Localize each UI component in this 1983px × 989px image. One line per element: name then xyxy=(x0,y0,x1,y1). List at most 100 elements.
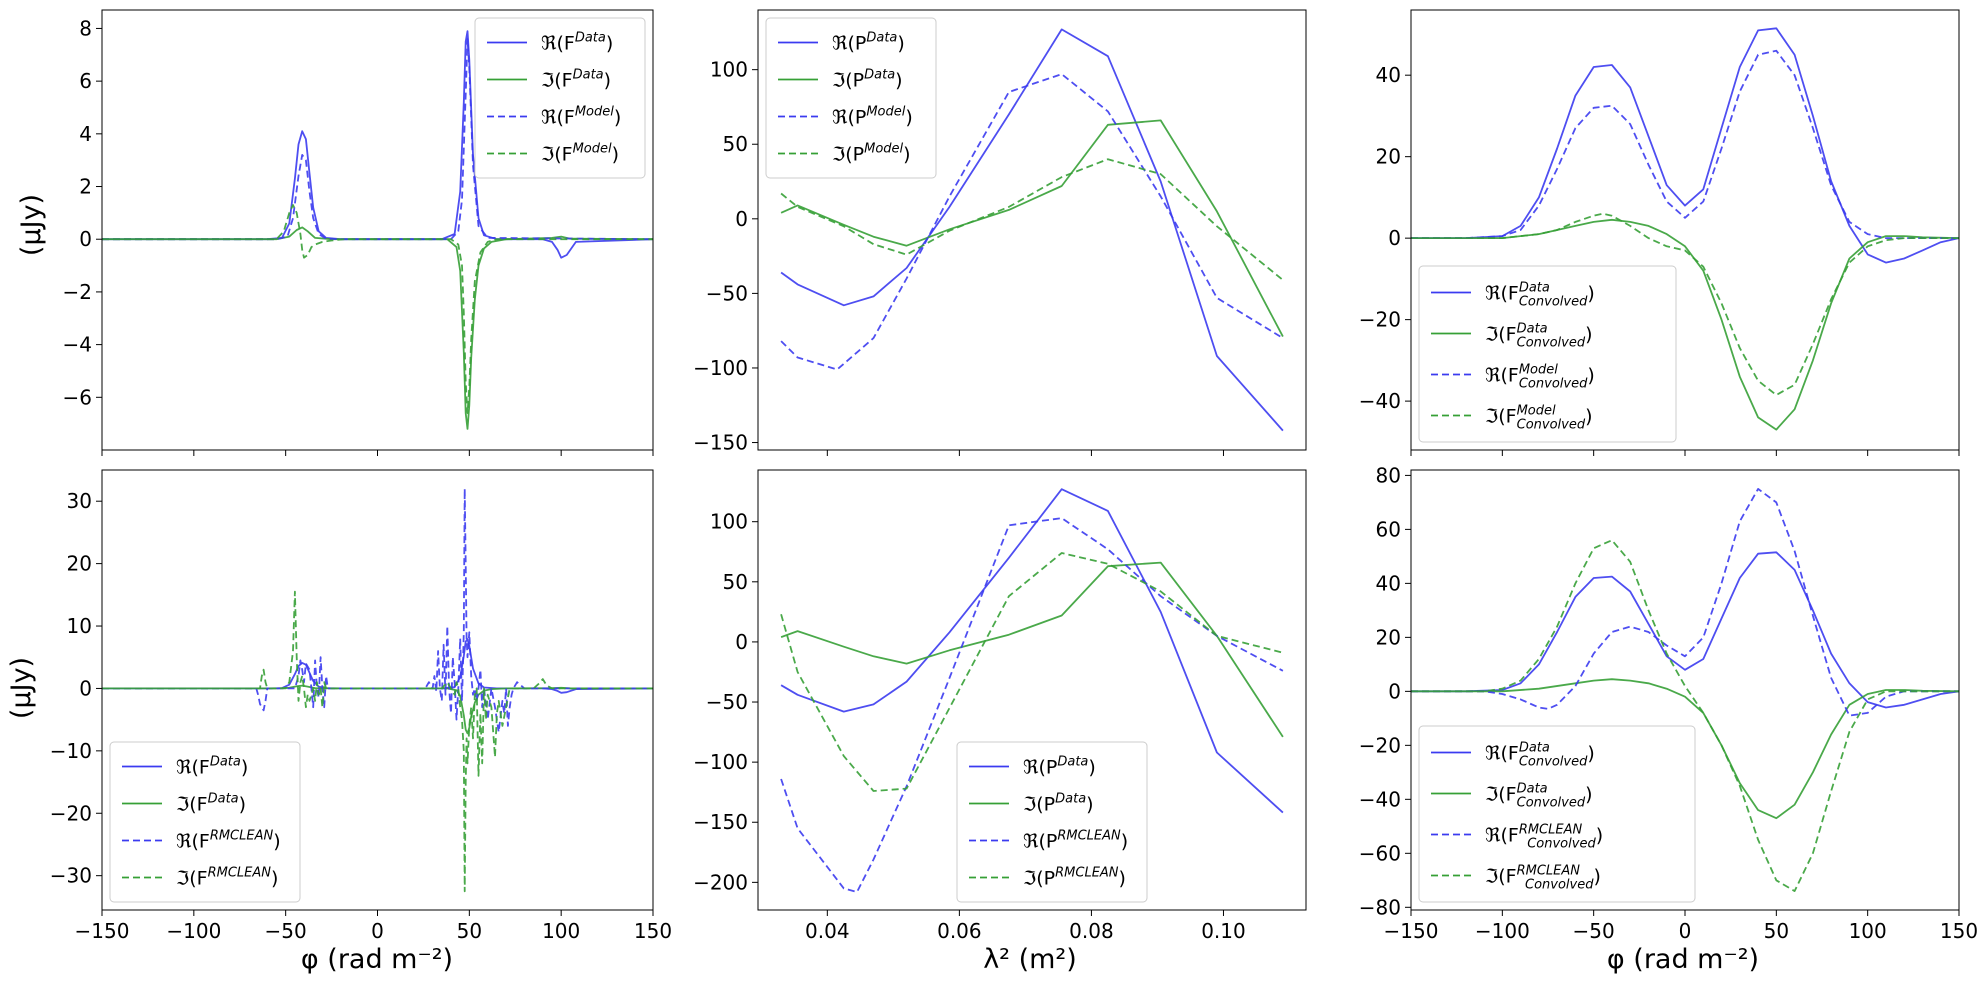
y-tick-label: −50 xyxy=(706,281,748,305)
legend-label: ℑ(FData Convolved) xyxy=(1485,782,1593,811)
series-line-0 xyxy=(1411,551,1959,709)
legend-label: ℜ(FData) xyxy=(176,755,248,779)
series-line-1 xyxy=(1411,678,1959,820)
legend-box xyxy=(1418,265,1677,443)
x-tick-label: 100 xyxy=(542,919,580,943)
y-tick-label: −20 xyxy=(1359,733,1401,757)
legend-box xyxy=(956,741,1148,903)
x-tick-label: 0 xyxy=(1679,919,1692,943)
series-line-2 xyxy=(102,38,653,241)
y-tick-label: −30 xyxy=(50,864,92,888)
x-tick-label: −50 xyxy=(265,919,307,943)
y-tick-label: −100 xyxy=(693,356,748,380)
x-tick-label: 0.10 xyxy=(1201,919,1246,943)
x-tick-label: 50 xyxy=(457,919,482,943)
y-tick-label: −40 xyxy=(1359,787,1401,811)
x-tick-label: 150 xyxy=(1940,919,1978,943)
x-tick-label: 150 xyxy=(634,919,672,943)
series-group xyxy=(102,30,653,430)
y-tick-label: −150 xyxy=(693,431,748,455)
legend-label: ℑ(FModel Convolved) xyxy=(1485,404,1593,433)
x-tick-label: 0.08 xyxy=(1069,919,1114,943)
y-tick-label: 60 xyxy=(1376,517,1401,541)
xlabel-middle: λ² (m²) xyxy=(983,944,1077,975)
legend: ℜ(FData Convolved) ℑ(FData Convolved) ℜ(FMod… xyxy=(1418,265,1677,443)
y-tick-label: 40 xyxy=(1376,571,1401,595)
y-tick-label: 80 xyxy=(1376,463,1401,487)
y-tick-label: −20 xyxy=(1359,308,1401,332)
y-tick-label: 10 xyxy=(67,614,92,638)
series-line-2 xyxy=(780,517,1284,893)
series-line-0 xyxy=(102,30,653,259)
y-tick-label: −10 xyxy=(50,739,92,763)
legend-label: ℑ(FData Convolved) xyxy=(1485,322,1593,351)
y-tick-label: 0 xyxy=(1388,226,1401,250)
series-line-3 xyxy=(1411,212,1959,396)
legend-label: ℜ(FModel) xyxy=(541,105,621,129)
legend-label: ℑ(PData) xyxy=(1023,792,1094,816)
legend-label: ℑ(FRMCLEAN) xyxy=(176,866,278,890)
x-tick-label: 100 xyxy=(1849,919,1887,943)
series-line-0 xyxy=(780,488,1284,814)
legend: ℜ(FData) ℑ(FData) ℜ(FRMCLEAN) ℑ(FRMCLEAN) xyxy=(109,741,301,903)
series-group xyxy=(1411,27,1959,431)
series-group xyxy=(780,488,1284,893)
legend: ℜ(PData) ℑ(PData) ℜ(PModel) ℑ(PModel) xyxy=(765,17,937,179)
y-tick-label: 100 xyxy=(710,510,748,534)
ylabel-bottom: (μJy) xyxy=(6,657,37,719)
y-tick-label: 0 xyxy=(735,207,748,231)
legend-label: ℑ(FData) xyxy=(541,68,611,92)
x-tick-label: −100 xyxy=(1475,919,1530,943)
series-line-3 xyxy=(780,552,1284,792)
legend-label: ℜ(PModel) xyxy=(832,105,913,129)
series-line-2 xyxy=(102,487,653,733)
legend-label: ℜ(PData) xyxy=(1023,755,1096,779)
chart-panel-bottom-middle: 0.04 0.06 0.08 0.10 −200 −150 −100 −50 0 50 100 ℜ(P… xyxy=(693,469,1307,943)
chart-panel-top-left: −6 −4 −2 0 2 4 6 8 ℜ(FData) ℑ(FData) ℜ(FModel) ℑ(FM… xyxy=(63,9,654,456)
legend-box xyxy=(109,741,301,903)
legend-box xyxy=(474,17,646,179)
y-tick-label: −60 xyxy=(1359,841,1401,865)
y-tick-label: 0 xyxy=(735,630,748,654)
y-tick-label: 2 xyxy=(79,175,92,199)
y-tick-label: −20 xyxy=(50,801,92,825)
y-tick-label: 0 xyxy=(79,227,92,251)
series-line-2 xyxy=(1411,49,1959,240)
series-line-0 xyxy=(780,28,1284,432)
legend-label: ℑ(PData) xyxy=(832,68,903,92)
legend-label: ℑ(FModel) xyxy=(541,142,619,166)
legend-label: ℑ(FRMCLEAN Convolved) xyxy=(1485,864,1601,893)
legend-label: ℜ(PRMCLEAN) xyxy=(1023,829,1128,853)
x-tick-label: −50 xyxy=(1573,919,1615,943)
series-line-0 xyxy=(102,638,653,694)
legend-label: ℜ(FRMCLEAN) xyxy=(176,829,281,853)
legend-label: ℜ(FData) xyxy=(541,31,613,55)
series-line-1 xyxy=(1411,218,1959,431)
series-group xyxy=(102,487,653,893)
y-tick-label: 0 xyxy=(79,676,92,700)
xlabel-left: φ (rad m⁻²) xyxy=(301,944,453,975)
chart-panel-bottom-left: −150 −100 −50 0 50 100 150−30−20−100102030ℜ(FD… xyxy=(50,469,672,943)
y-tick-label: 50 xyxy=(723,570,748,594)
y-tick-label: 50 xyxy=(723,132,748,156)
series-line-3 xyxy=(1411,539,1959,892)
y-tick-label: −6 xyxy=(63,385,92,409)
y-tick-label: 100 xyxy=(710,58,748,82)
plot-frame xyxy=(757,9,1307,451)
y-tick-label: 20 xyxy=(1376,625,1401,649)
legend-label: ℜ(FData Convolved) xyxy=(1485,281,1595,310)
legend-box xyxy=(765,17,937,179)
legend-label: ℑ(PRMCLEAN) xyxy=(1023,866,1126,890)
y-tick-label: −50 xyxy=(706,690,748,714)
legend-label: ℑ(FData) xyxy=(176,792,246,816)
y-tick-label: 40 xyxy=(1376,63,1401,87)
legend-label: ℜ(FData Convolved) xyxy=(1485,741,1595,770)
x-tick-label: 0.04 xyxy=(805,919,850,943)
x-tick-label: −150 xyxy=(75,919,130,943)
y-tick-label: 0 xyxy=(1388,679,1401,703)
legend: ℜ(FData) ℑ(FData) ℜ(FModel) ℑ(FModel) xyxy=(474,17,646,179)
series-group xyxy=(780,28,1284,432)
y-tick-label: −4 xyxy=(63,333,92,357)
legend-label: ℜ(FModel Convolved) xyxy=(1485,363,1595,392)
